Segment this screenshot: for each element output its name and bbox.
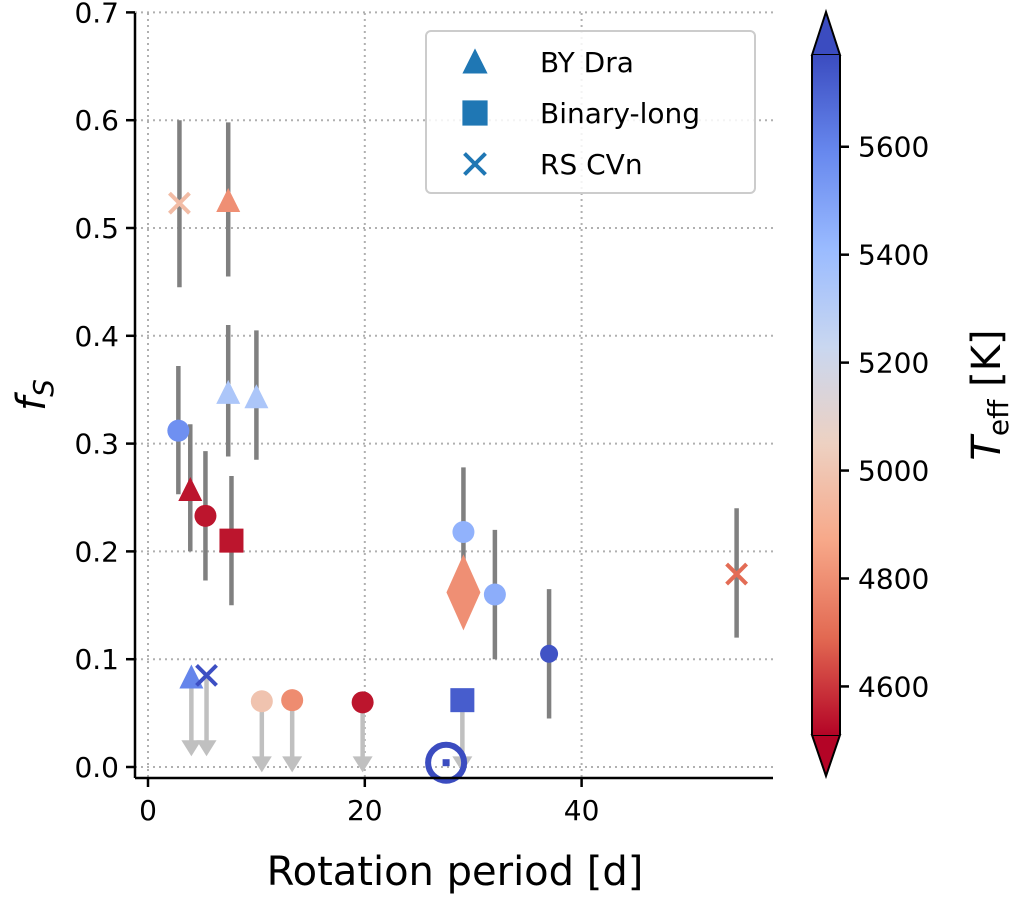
x-stroke <box>195 663 218 687</box>
diamond-marker <box>446 554 481 631</box>
y-tick-label: 0.4 <box>74 320 119 353</box>
x-marker <box>463 152 487 176</box>
x-stroke <box>463 152 487 176</box>
y-tick-label: 0.1 <box>74 643 119 676</box>
colorbar-label: Teff [K] <box>964 329 1015 460</box>
axes: 0 20 40 0.0 0.1 0.2 0.3 0.4 0.5 0.6 0.7 <box>74 0 773 827</box>
error-bars <box>176 120 739 773</box>
legend: BY Dra Binary-long RS CVn <box>425 30 756 194</box>
arrow-head <box>352 756 373 773</box>
x-tick-label: 0 <box>139 794 157 827</box>
sun-dot <box>442 759 450 767</box>
square-marker <box>462 100 488 126</box>
y-tick-label: 0.0 <box>74 751 119 784</box>
legend-label: BY Dra <box>540 46 634 79</box>
circle-marker <box>483 583 506 606</box>
x-stroke <box>168 191 191 215</box>
y-tick-label: 0.6 <box>74 104 119 137</box>
colorbar-tick-label: 4800 <box>858 562 929 595</box>
colorbar-tick-label: 5600 <box>858 131 929 164</box>
y-axis-label: fS <box>9 379 60 411</box>
square-marker <box>219 528 244 553</box>
colorbar-extend-bottom <box>810 734 842 780</box>
y-tick-label: 0.5 <box>74 212 119 245</box>
circle-marker <box>281 689 304 712</box>
circle-marker <box>167 419 190 442</box>
colorbar-tick-label: 5200 <box>858 347 929 380</box>
colorbar-tick-label: 5000 <box>858 455 929 488</box>
legend-label: Binary-long <box>540 97 700 130</box>
sun-ring <box>425 741 468 784</box>
x-stroke <box>725 562 749 586</box>
x-marker <box>725 562 749 586</box>
y-tick-label: 0.7 <box>74 0 119 29</box>
circle-marker <box>250 690 273 713</box>
triangle-marker <box>178 476 203 501</box>
y-tick-label: 0.3 <box>74 428 119 461</box>
arrow-head <box>282 756 303 773</box>
x-marker <box>168 191 191 215</box>
triangle-marker <box>462 48 488 74</box>
triangle-marker <box>216 188 241 213</box>
triangle-marker <box>216 379 241 404</box>
x-tick-label: 40 <box>564 794 600 827</box>
colorbar-tick-label: 4600 <box>858 670 929 703</box>
colorbar: 4600 4800 5000 5200 5400 5600 <box>810 8 929 780</box>
arrow-head <box>181 740 202 757</box>
y-tick-label: 0.2 <box>74 535 119 568</box>
square-marker <box>450 688 475 713</box>
circle-marker <box>540 644 559 663</box>
colorbar-tick-label: 5400 <box>858 239 929 272</box>
data-points <box>167 188 749 784</box>
triangle-marker <box>244 384 269 409</box>
x-marker <box>195 663 218 687</box>
colorbar-extend-top <box>810 8 842 56</box>
sun-marker <box>425 741 468 784</box>
circle-marker <box>194 504 217 527</box>
arrow-head <box>196 740 217 757</box>
circle-marker <box>452 520 475 543</box>
x-tick-label: 20 <box>347 794 383 827</box>
x-axis-label: Rotation period [d] <box>267 849 644 895</box>
colorbar-body <box>812 55 840 735</box>
legend-box <box>425 30 756 194</box>
circle-marker <box>351 691 374 714</box>
arrow-head <box>251 756 272 773</box>
legend-label: RS CVn <box>540 148 643 181</box>
